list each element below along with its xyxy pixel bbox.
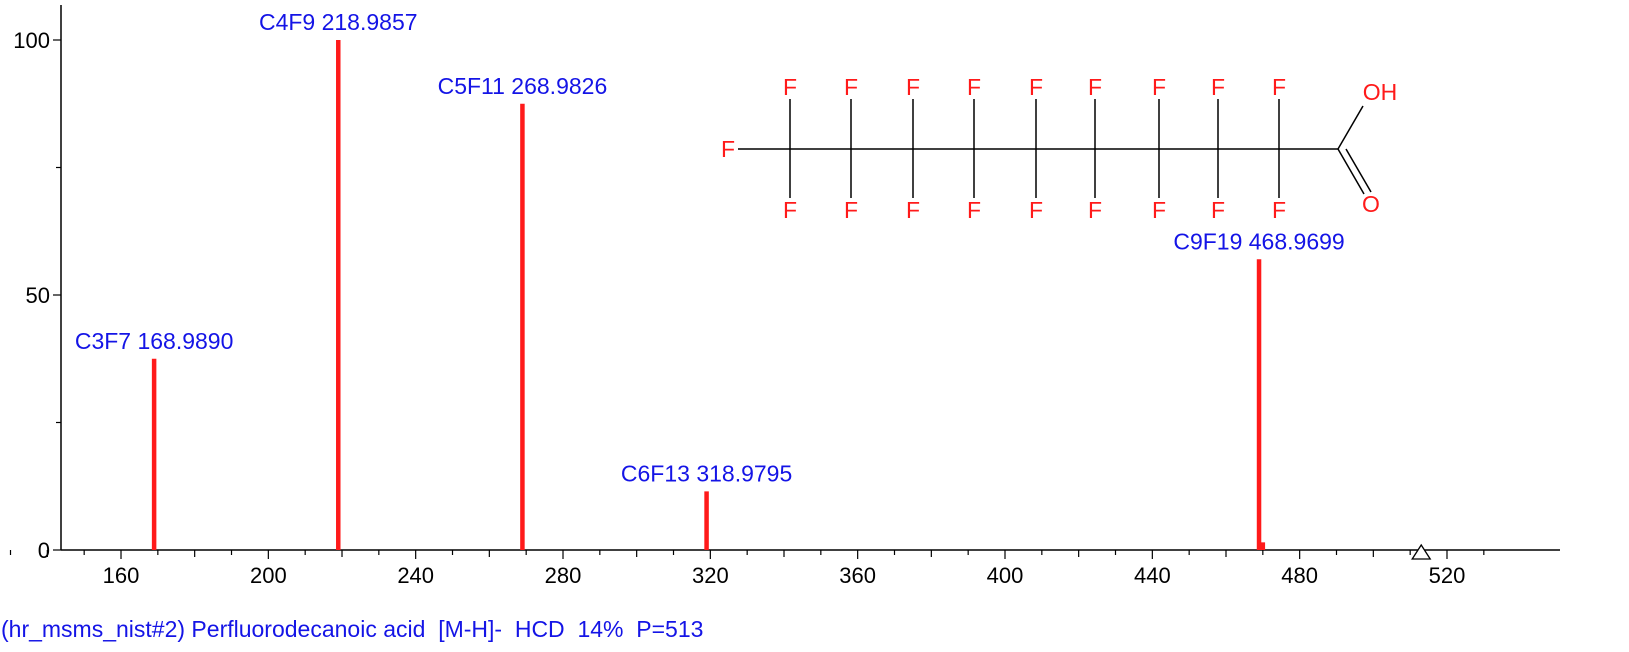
fluorine-top: F [1272, 74, 1286, 100]
y-tick-label: 100 [13, 28, 50, 53]
fluorine-bottom: F [1152, 197, 1166, 223]
fluorine-top: F [906, 74, 920, 100]
fluorine-top: F [783, 74, 797, 100]
x-tick-label: 520 [1429, 563, 1466, 588]
axes [60, 5, 1560, 551]
fluorine-top: F [1029, 74, 1043, 100]
fluorine-bottom: F [1088, 197, 1102, 223]
peak-label: C5F11 268.9826 [438, 73, 608, 99]
fluorine-top: F [1211, 74, 1225, 100]
peak-label: C3F7 168.9890 [75, 328, 234, 354]
fluorine-bottom: F [844, 197, 858, 223]
peak-label: C4F9 218.9857 [259, 9, 418, 35]
fluorine-bottom: F [783, 197, 797, 223]
fluorine-top: F [1152, 74, 1166, 100]
x-axis-ticks: 160 200 240 280 320 360 400 440 480 520 [9, 550, 1485, 588]
c-oh-bond [1337, 105, 1364, 150]
peak-labels: C3F7 168.9890 C4F9 218.9857 C5F11 268.9826… [75, 9, 1345, 486]
fluorine-bottom: F [1029, 197, 1043, 223]
fluorine-bottom: F [906, 197, 920, 223]
y-tick-label: 50 [26, 283, 50, 308]
x-tick-label: 320 [692, 563, 729, 588]
fluorine-bottom: F [1211, 197, 1225, 223]
carbonyl-oxygen-label: O [1362, 191, 1380, 217]
peak-label: C6F13 318.9795 [621, 460, 792, 486]
fluorine-bottom: F [1272, 197, 1286, 223]
fluorine-top: F [844, 74, 858, 100]
precursor-triangle [1411, 543, 1432, 560]
chemical-structure: F F F F F F F F F F F F F F F F F F F OH O [721, 74, 1397, 223]
y-axis-ticks: 0 50 100 [13, 28, 61, 563]
spectrum-caption: (hr_msms_nist#2) Perfluorodecanoic acid … [1, 616, 704, 642]
fluorine-top: F [967, 74, 981, 100]
x-tick-label: 440 [1134, 563, 1171, 588]
x-tick-label: 160 [103, 563, 140, 588]
fluorine-bottom: F [967, 197, 981, 223]
peaks [151, 40, 1266, 550]
c-o-double-bond-2 [1345, 148, 1372, 193]
precursor-marker [1411, 543, 1432, 560]
x-tick-label: 240 [397, 563, 434, 588]
hydroxyl-label: OH [1363, 79, 1398, 105]
x-tick-label: 400 [987, 563, 1024, 588]
fluorine-top: F [1088, 74, 1102, 100]
x-tick-label: 480 [1281, 563, 1318, 588]
x-tick-label: 200 [250, 563, 287, 588]
terminal-fluorine: F [721, 136, 735, 162]
x-tick-label: 280 [545, 563, 582, 588]
x-tick-label: 360 [839, 563, 876, 588]
c-o-double-bond [1337, 148, 1365, 195]
y-tick-label: 0 [38, 538, 50, 563]
peak-label: C9F19 468.9699 [1173, 228, 1344, 254]
